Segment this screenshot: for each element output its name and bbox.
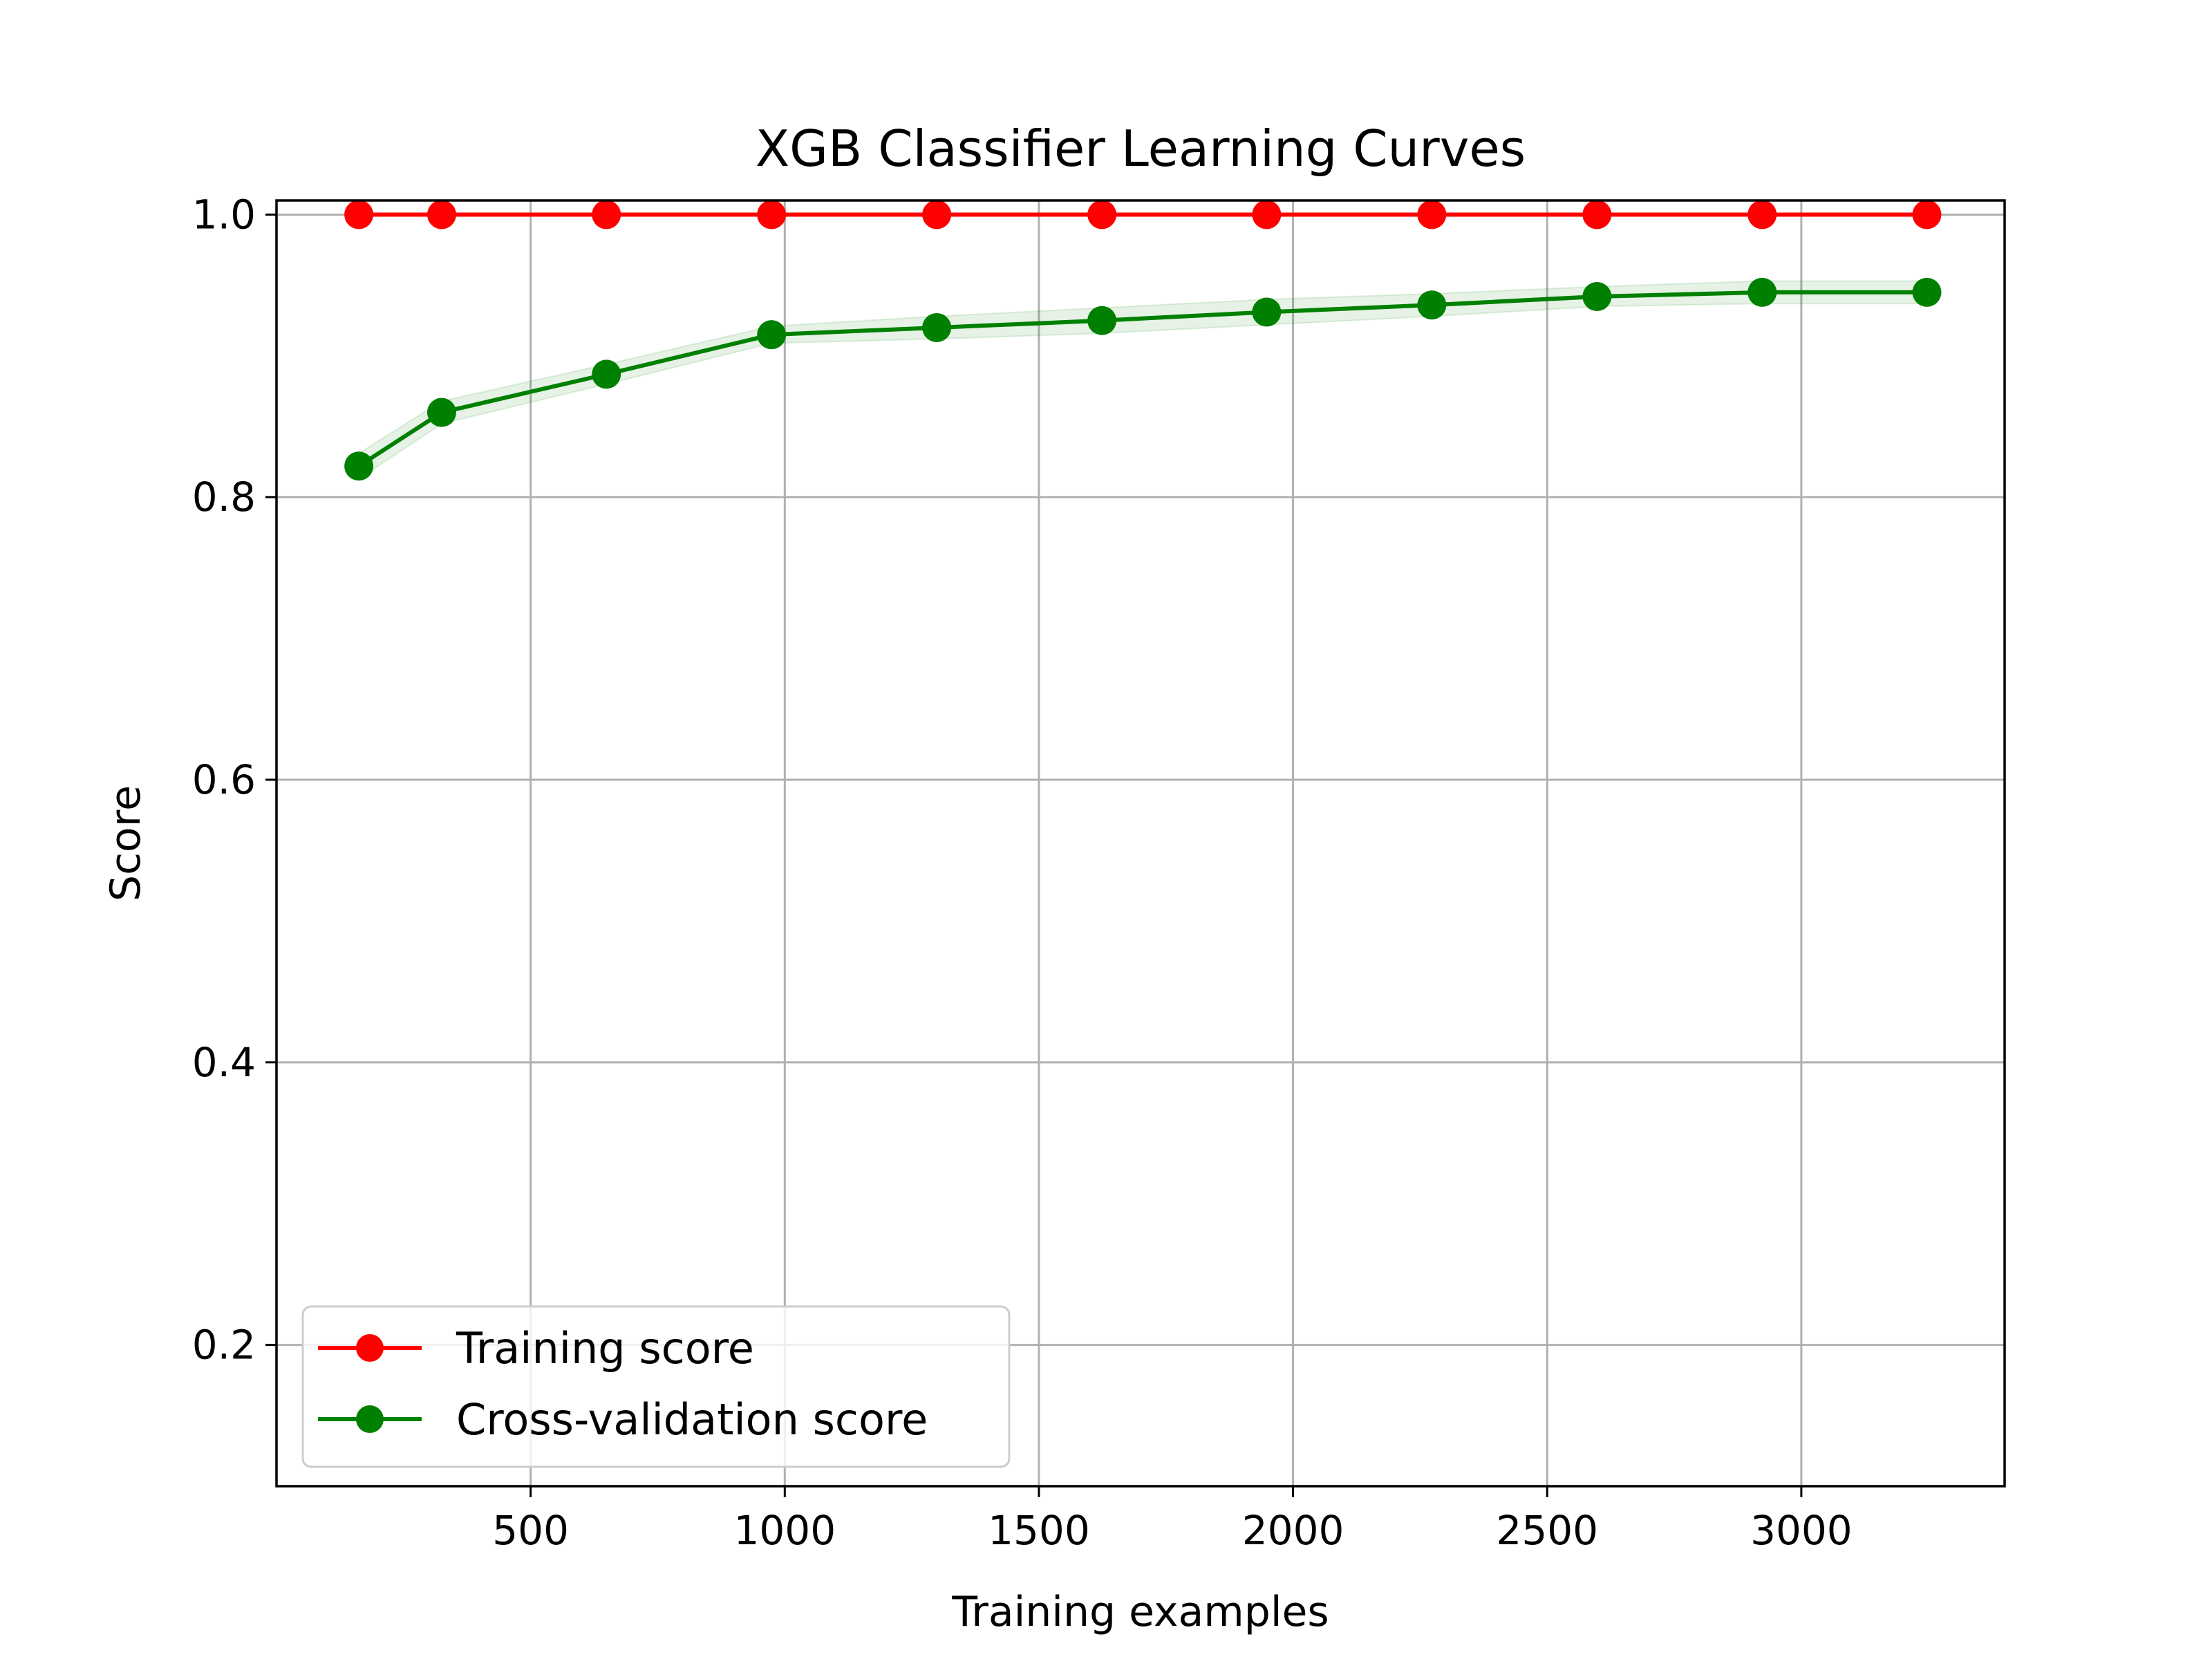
legend-cv-label: Cross-validation score [456,1394,928,1445]
x-tick-label: 2500 [1496,1507,1598,1554]
training-score-point [592,200,621,229]
cross-validation-score-point [1417,290,1447,320]
cross-validation-score-point [427,397,456,427]
y-tick-label: 0.4 [192,1039,256,1086]
training-score-point [344,200,374,229]
legend-training-label: Training score [456,1323,754,1374]
cross-validation-score-point [1087,306,1117,335]
y-axis-label: Score [102,785,150,901]
legend-box [301,1305,1011,1468]
cross-validation-score-point [1582,281,1612,311]
training-score-point [1087,200,1117,229]
x-tick-label: 2000 [1242,1507,1344,1554]
chart-title: XGB Classifier Learning Curves [756,120,1526,178]
legend-training-marker [356,1334,384,1362]
cross-validation-score-point [922,312,952,342]
training-score-point [1912,200,1942,229]
x-tick-label: 3000 [1750,1507,1853,1554]
training-score-point [1747,200,1777,229]
cross-validation-score-point [1912,277,1942,307]
training-score-point [922,200,952,229]
y-tick-label: 0.2 [192,1322,256,1369]
legend-cv-marker [356,1405,384,1433]
training-score-point [1252,200,1282,229]
cross-validation-score-point [1747,277,1777,307]
cross-validation-score-point [592,359,621,389]
x-tick-label: 1000 [733,1507,836,1554]
x-axis-ticks: 500 1000 1500 2000 2500 3000 [492,1486,1853,1554]
y-tick-label: 0.8 [192,474,256,521]
cross-validation-score-point [344,451,374,481]
y-axis-ticks: 0.2 0.4 0.6 0.8 1.0 [192,191,276,1369]
training-score-point [1417,200,1447,229]
legend-entry-cross-validation: Cross-validation score [318,1394,928,1445]
cross-validation-score-point [757,320,787,350]
plot-background [276,200,2005,1486]
plot-frame [275,199,2006,1488]
y-tick-label: 1.0 [192,191,256,238]
legend: Training score Cross-validation score [301,1305,1011,1468]
y-tick-label: 0.6 [192,756,256,803]
training-score-point [757,200,787,229]
cross-validation-score-point [1252,297,1282,327]
training-score-point [427,200,456,229]
training-score-point [1582,200,1612,229]
series-markers [344,200,1942,481]
x-tick-label: 1500 [988,1507,1090,1554]
x-tick-label: 500 [492,1507,569,1554]
plot-area [275,199,2006,1488]
legend-entry-training: Training score [318,1323,754,1374]
x-axis-label: Training examples [951,1588,1329,1636]
